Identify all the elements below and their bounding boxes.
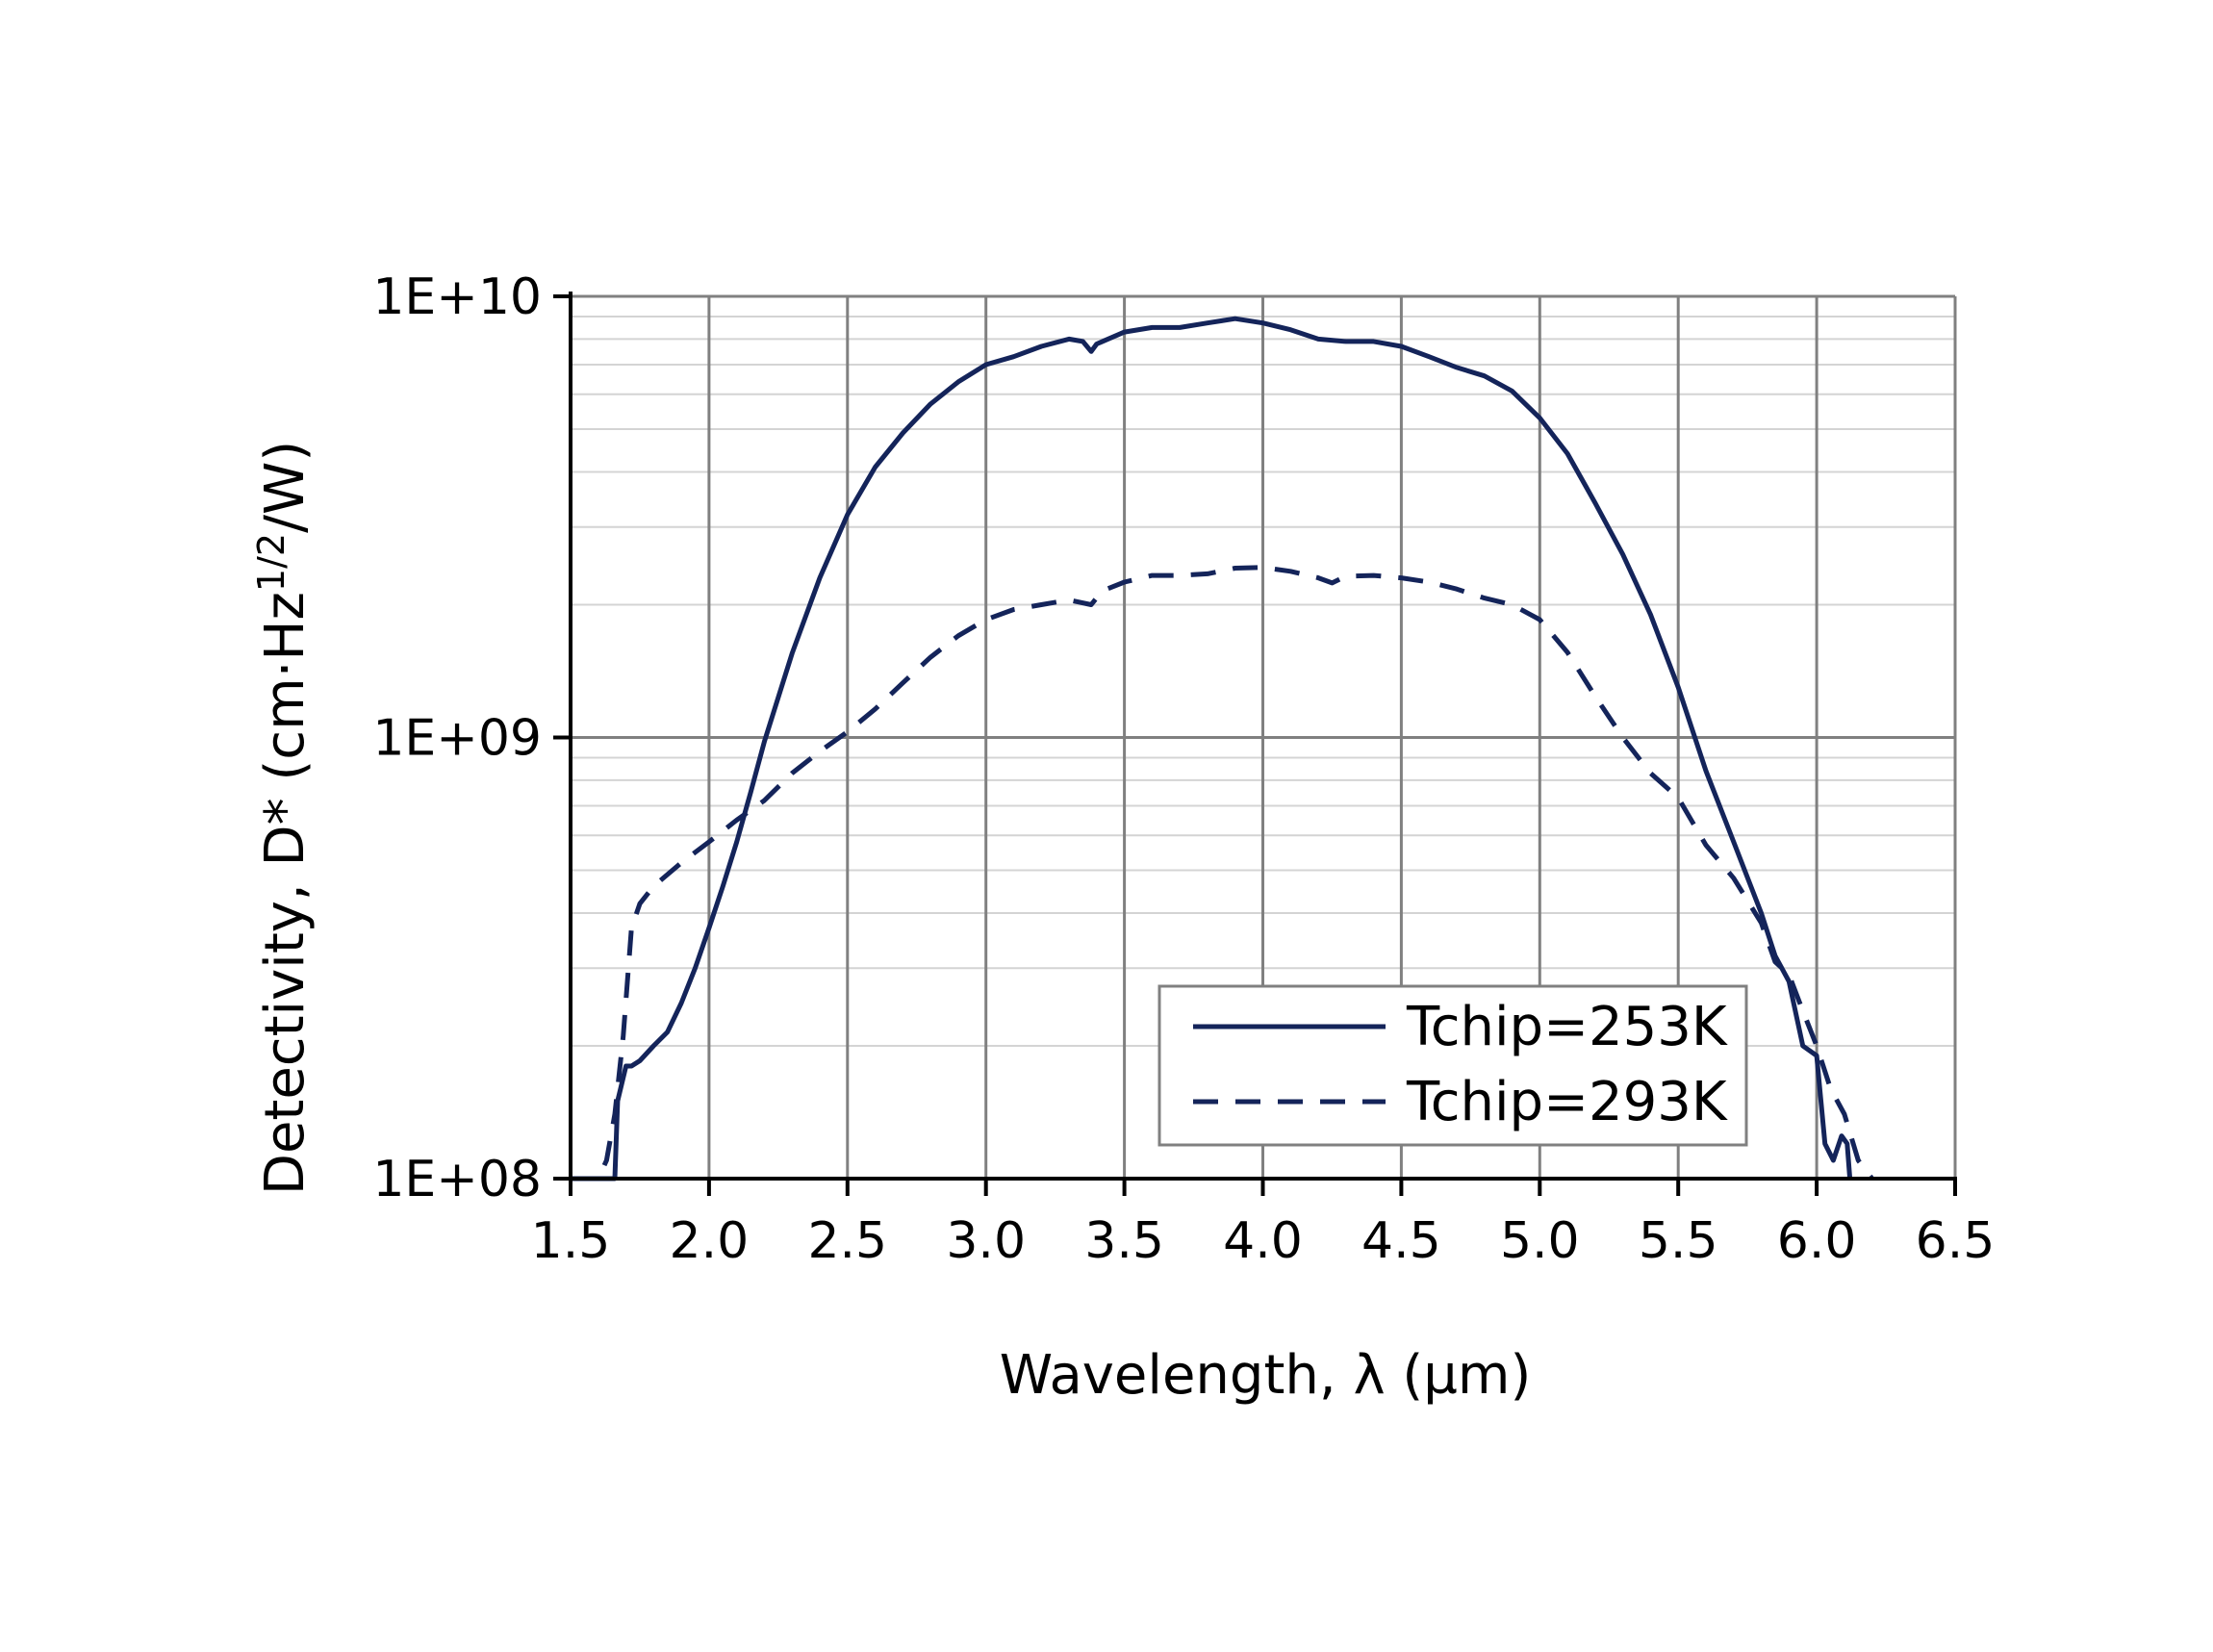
x-tick-label: 3.5 [1084, 1212, 1164, 1270]
x-tick-label: 4.5 [1361, 1212, 1441, 1270]
y-axis-title-superscript: 1/2 [250, 533, 293, 592]
legend-box [1157, 984, 1748, 1147]
y-axis-title-main: Detectivity, D* (cm·Hz [254, 592, 317, 1195]
x-tick-label: 3.0 [946, 1212, 1026, 1270]
legend-label-tchip-293k: Tchip=293K [1406, 1071, 1728, 1133]
y-tick-label: 1E+10 [372, 268, 542, 326]
series-layer [571, 316, 1874, 1182]
x-tick-label: 4.0 [1223, 1212, 1303, 1270]
x-axis-title: Wavelength, λ (µm) [1000, 1344, 1532, 1407]
x-tick-labels: 1.5 2.0 2.5 3.0 3.5 4.0 4.5 5.0 5.5 6.0 6.5 [531, 1212, 1996, 1270]
series-line-tchip-253k [571, 316, 1853, 1182]
x-tick-label: 2.0 [670, 1212, 750, 1270]
y-tick-label: 1E+08 [372, 1151, 542, 1208]
y-tick-label: 1E+09 [372, 710, 542, 768]
y-axis-title-end: /W) [254, 441, 317, 533]
axes [553, 292, 1957, 1196]
x-tick-label: 6.5 [1916, 1212, 1996, 1270]
x-tick-label: 6.0 [1777, 1212, 1857, 1270]
x-tick-label: 1.5 [531, 1212, 611, 1270]
legend: Tchip=253K Tchip=293K [1157, 984, 1748, 1147]
x-tick-label: 5.0 [1500, 1212, 1580, 1270]
y-axis-title: Detectivity, D* (cm·Hz1/2/W) [250, 441, 317, 1195]
y-tick-labels: 1E+08 1E+09 1E+10 [372, 268, 542, 1208]
x-tick-label: 2.5 [807, 1212, 887, 1270]
x-tick-label: 5.5 [1639, 1212, 1718, 1270]
legend-label-tchip-253k: Tchip=253K [1406, 996, 1728, 1058]
